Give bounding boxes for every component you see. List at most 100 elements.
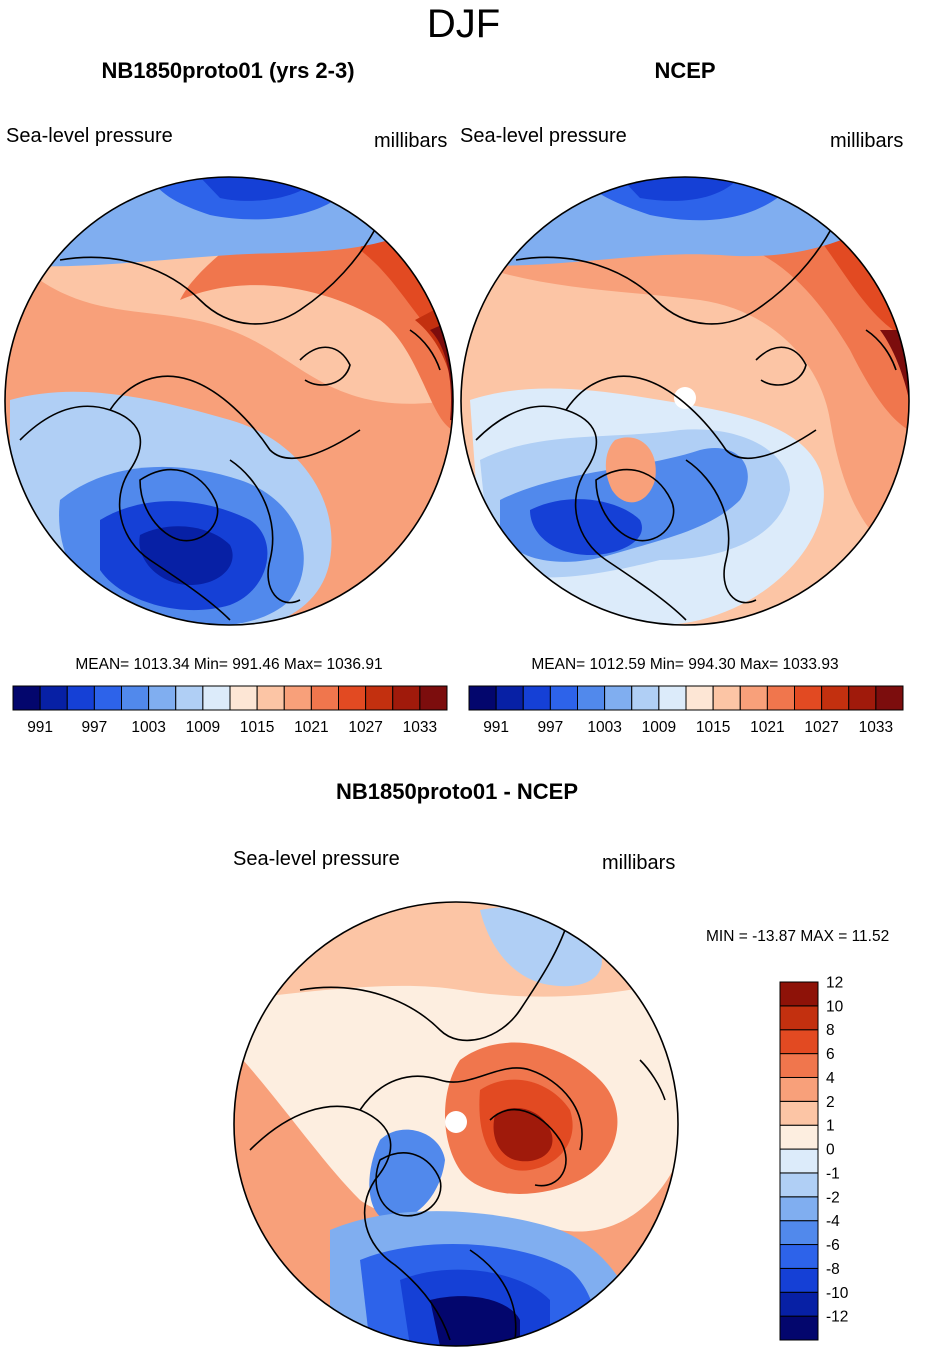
colorbar-swatch [522, 685, 551, 711]
colorbar-swatch [148, 685, 177, 711]
colorbar-swatch [712, 685, 741, 711]
panel-1-title: NB1850proto01 (yrs 2-3) [101, 58, 355, 83]
colorbar-tick-label: 1009 [642, 719, 676, 736]
colorbar-tick-label: -4 [826, 1213, 840, 1230]
colorbar-tick-label: 1 [826, 1118, 835, 1135]
panel-1-border [4, 176, 454, 626]
field-low-core [139, 526, 233, 585]
colorbar-swatch [121, 685, 150, 711]
panel-2-border [460, 176, 910, 626]
colorbar-tick-label: 1021 [294, 719, 328, 736]
colorbar-swatch [392, 685, 421, 711]
colorbar-swatch [779, 1196, 819, 1222]
panel-1-stats: MEAN= 1013.34 Min= 991.46 Max= 1036.91 [75, 656, 383, 673]
colorbar-swatch [779, 1315, 819, 1341]
colorbar-tick-label: 6 [826, 1046, 835, 1063]
colorbar-swatch [577, 685, 606, 711]
colorbar-swatch [779, 1124, 819, 1150]
colorbar-swatch [175, 685, 204, 711]
field-pos-north [234, 902, 678, 1000]
panel-2-map [460, 176, 910, 626]
panel-3-coastlines [249, 914, 666, 1341]
field-neg-min [430, 1296, 520, 1346]
colorbar-swatch [12, 685, 41, 711]
colorbar-swatch [848, 685, 877, 711]
panel-2-stats: MEAN= 1012.59 Min= 994.30 Max= 1033.93 [531, 656, 839, 673]
colorbar-swatch [256, 685, 285, 711]
colorbar-swatch [779, 1244, 819, 1269]
panel-3-title: NB1850proto01 - NCEP [335, 779, 579, 804]
field-neg-greenland [369, 1129, 445, 1221]
colorbar-tick-label: 1021 [750, 719, 784, 736]
panel-1-coastlines [19, 219, 441, 621]
panel-1-units-label: millibars [374, 130, 448, 152]
panel-3-map [233, 901, 679, 1347]
colorbar-swatch [821, 685, 850, 711]
colorbar-swatch [779, 1076, 819, 1102]
colorbar-tick-label: 10 [826, 998, 844, 1015]
colorbar-swatch [779, 981, 819, 1007]
colorbar-tick-label: 1027 [348, 719, 382, 736]
colorbar-tick-label: 8 [826, 1022, 835, 1039]
panel-2-units-label: millibars [830, 130, 904, 152]
colorbar-swatch [658, 685, 687, 711]
colorbar-swatch [779, 1053, 819, 1078]
colorbar-swatch [631, 685, 660, 711]
colorbar-tick-label: 991 [483, 719, 509, 736]
colorbar-swatch [685, 685, 714, 711]
field-low-aleutian-core [620, 177, 740, 201]
panel-3-left-label: Sea-level pressure [233, 848, 400, 870]
colorbar-swatch [739, 685, 768, 711]
colorbar-swatch [794, 685, 823, 711]
colorbar-swatch [419, 685, 448, 711]
panel-3-border [233, 901, 679, 1347]
colorbar-swatch [604, 685, 633, 711]
colorbar-swatch [779, 1029, 819, 1055]
panel-2-colorbar: 991 997 1003 1009 1015 1021 1027 1033 [468, 685, 904, 736]
colorbar-swatch [875, 685, 904, 711]
colorbar-swatch [779, 1100, 819, 1126]
colorbar-swatch [495, 685, 524, 711]
colorbar-tick-label: 1009 [186, 719, 220, 736]
colorbar-swatch [229, 685, 258, 711]
colorbar-swatch [779, 1172, 819, 1198]
colorbar-swatch [66, 685, 95, 711]
pole-mask [445, 1111, 467, 1133]
panel-1-colorbar: 991 997 1003 1009 1015 1021 1027 1033 [12, 685, 448, 736]
colorbar-tick-label: 2 [826, 1094, 835, 1111]
field-pos-max [493, 1107, 553, 1162]
page-title: DJF [426, 2, 501, 46]
colorbar-swatch [779, 1005, 819, 1031]
colorbar-swatch [779, 1291, 819, 1317]
colorbar-swatch [779, 1220, 819, 1246]
colorbar-tick-label: 1033 [403, 719, 437, 736]
colorbar-tick-label: 0 [826, 1142, 835, 1159]
colorbar-tick-label: 1027 [804, 719, 838, 736]
colorbar-tick-label: -10 [826, 1285, 849, 1302]
panel-3-stats: MIN = -13.87 MAX = 11.52 [706, 928, 890, 945]
colorbar-tick-label: 1003 [587, 719, 621, 736]
colorbar-tick-label: 1015 [240, 719, 274, 736]
colorbar-tick-label: 4 [826, 1070, 835, 1087]
colorbar-swatch [283, 685, 312, 711]
panel-2-coastlines [475, 219, 897, 621]
panel-3-units-label: millibars [602, 852, 676, 874]
colorbar-tick-label: 1033 [859, 719, 893, 736]
colorbar-tick-label: 12 [826, 975, 843, 992]
colorbar-tick-label: -1 [826, 1165, 840, 1182]
colorbar-tick-label: -8 [826, 1261, 840, 1278]
colorbar-swatch [39, 685, 68, 711]
colorbar-swatch [766, 685, 795, 711]
pole-mask [674, 387, 696, 409]
panel-2-title: NCEP [654, 58, 716, 83]
panel-1-left-label: Sea-level pressure [6, 125, 173, 147]
colorbar-swatch [365, 685, 394, 711]
colorbar-swatch [779, 1267, 819, 1293]
colorbar-tick-label: 991 [27, 719, 53, 736]
panel-1-map [4, 176, 454, 626]
colorbar-swatch [338, 685, 367, 711]
colorbar-swatch [93, 685, 122, 711]
colorbar-tick-label: 1003 [131, 719, 165, 736]
colorbar-tick-label: -2 [826, 1189, 840, 1206]
